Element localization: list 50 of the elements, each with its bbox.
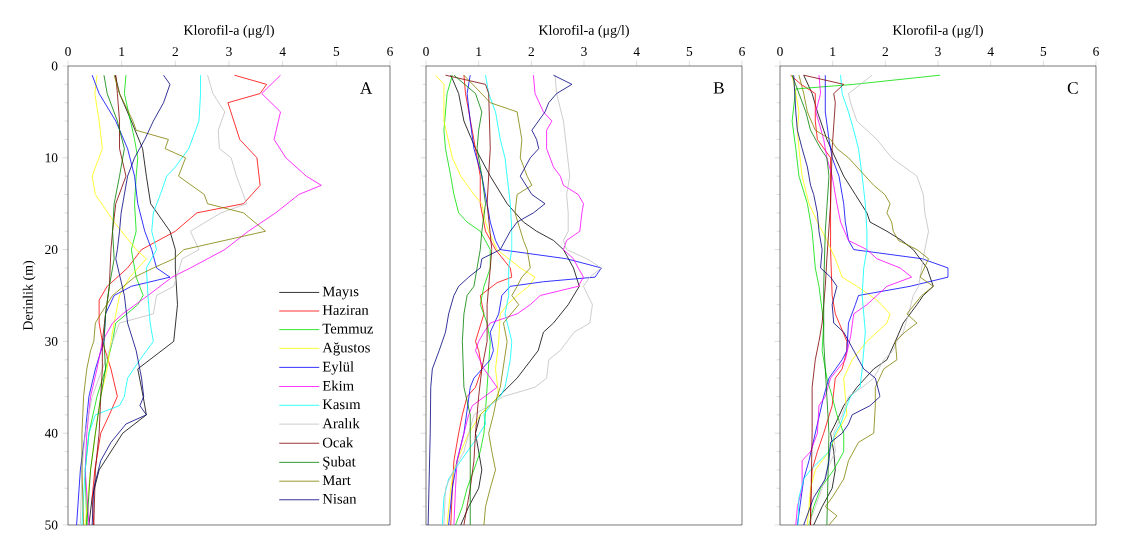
legend-label: Mayıs <box>322 286 359 300</box>
legend-label: Temmuz <box>322 323 374 334</box>
legend-label: Eylül <box>322 361 354 375</box>
legend-label: Ekim <box>322 380 354 391</box>
x-tick-label: 4 <box>633 47 640 56</box>
x-tick-label: 1 <box>119 47 125 56</box>
legend-label: Mart <box>322 475 351 486</box>
line-series <box>81 74 201 525</box>
y-tick-label: 10 <box>45 153 58 163</box>
y-tick-label: 0 <box>51 61 58 71</box>
x-tick-label: 2 <box>172 47 178 56</box>
x-tick-label: 5 <box>1040 47 1047 56</box>
x-tick-label: 2 <box>882 47 888 56</box>
legend-label: Nisan <box>322 493 357 504</box>
x-tick-label: 5 <box>686 47 693 56</box>
y-tick-label: 20 <box>45 245 58 255</box>
line-series <box>86 74 125 525</box>
text: B <box>713 82 724 94</box>
x-tick-label: 3 <box>581 47 587 56</box>
x-tick-label: 1 <box>830 47 836 56</box>
x-tick-label: 2 <box>528 47 534 56</box>
x-tick-label: 0 <box>423 46 429 56</box>
legend-label: Şubat <box>323 456 356 470</box>
text: A <box>360 82 373 94</box>
x-tick-label: 6 <box>1093 47 1099 56</box>
y-axis-title: Derinlik (m) <box>22 260 36 331</box>
legend-label: Haziran <box>322 305 369 316</box>
x-tick-label: 5 <box>333 47 340 56</box>
x-axis-title: Klorofil-a (μg/l) <box>183 24 274 38</box>
legend-label: Kasım <box>322 399 361 410</box>
x-tick-label: 4 <box>987 47 994 56</box>
x-tick-label: 0 <box>777 46 783 56</box>
x-tick-label: 6 <box>387 47 393 56</box>
x-tick-label: 6 <box>739 47 745 56</box>
y-tick-label: 40 <box>44 428 58 438</box>
x-tick-label: 3 <box>935 47 941 56</box>
x-axis-title: Klorofil-a (μg/l) <box>538 24 629 38</box>
line-series <box>84 74 322 525</box>
y-tick-label: 50 <box>45 520 58 530</box>
x-tick-label: 4 <box>279 47 286 56</box>
y-tick-label: 30 <box>45 336 58 346</box>
line-series <box>93 74 127 525</box>
x-tick-label: 3 <box>226 47 232 56</box>
x-tick-label: 0 <box>65 46 71 56</box>
legend-label: Aralık <box>322 418 360 429</box>
x-tick-label: 1 <box>476 47 482 56</box>
x-axis-title: Klorofil-a (μg/l) <box>892 24 983 38</box>
legend-label: Ocak <box>322 437 354 448</box>
text: C <box>1067 82 1078 94</box>
legend-label: Ağustos <box>322 342 370 356</box>
